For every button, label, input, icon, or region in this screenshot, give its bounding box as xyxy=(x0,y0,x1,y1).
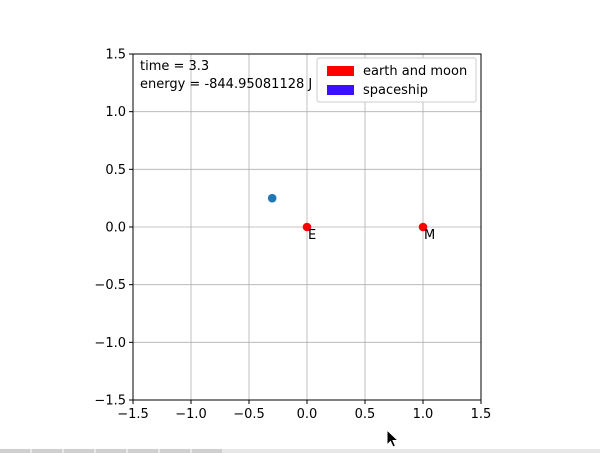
legend-swatch-spaceship xyxy=(327,85,354,95)
taskbar-strip xyxy=(0,449,600,453)
taskbar-segment xyxy=(64,449,94,453)
y-tick-label: 1.0 xyxy=(105,105,126,120)
legend-label-earth-and-moon: earth and moon xyxy=(363,64,467,79)
x-tick-label: 1.5 xyxy=(471,407,492,422)
taskbar-segment xyxy=(160,449,190,453)
point-label: E xyxy=(308,228,316,243)
x-tick-label: 1.0 xyxy=(413,407,434,422)
time-annotation: time = 3.3 xyxy=(140,59,209,74)
mouse-pointer-icon xyxy=(386,429,400,448)
taskbar-segment xyxy=(128,449,158,453)
earth-moon-marker xyxy=(302,222,312,232)
legend-box xyxy=(316,57,477,103)
x-tick-label: 0.0 xyxy=(297,407,318,422)
x-tick-label: −0.5 xyxy=(233,407,265,422)
taskbar-segment xyxy=(96,449,126,453)
y-tick-label: 1.5 xyxy=(105,48,126,63)
y-tick-label: −1.0 xyxy=(94,336,126,351)
y-tick-label: −1.5 xyxy=(94,394,126,409)
earth-moon-marker xyxy=(418,222,428,232)
y-tick-label: 0.5 xyxy=(105,163,126,178)
x-tick-label: 0.5 xyxy=(355,407,376,422)
energy-annotation: energy = -844.95081128 J xyxy=(140,77,312,92)
taskbar-segment xyxy=(0,449,30,453)
taskbar-segment xyxy=(32,449,62,453)
point-label: M xyxy=(424,228,435,243)
legend-label-spaceship: spaceship xyxy=(363,83,428,98)
axis-ticks: −1.5 −1.0 −0.5 0.0 0.5 1.0 1.5 −1.5 −1.0 −0.5 0.0 0… xyxy=(94,48,491,423)
x-tick-label: −1.0 xyxy=(175,407,207,422)
legend-swatch-earth-and-moon xyxy=(327,66,354,76)
y-tick-label: 0.0 xyxy=(105,221,126,236)
x-tick-label: −1.5 xyxy=(117,407,149,422)
legend: earth and moon spaceship xyxy=(316,57,477,103)
taskbar-segment xyxy=(192,449,222,453)
y-tick-label: −0.5 xyxy=(94,278,126,293)
spaceship-marker xyxy=(267,193,277,203)
